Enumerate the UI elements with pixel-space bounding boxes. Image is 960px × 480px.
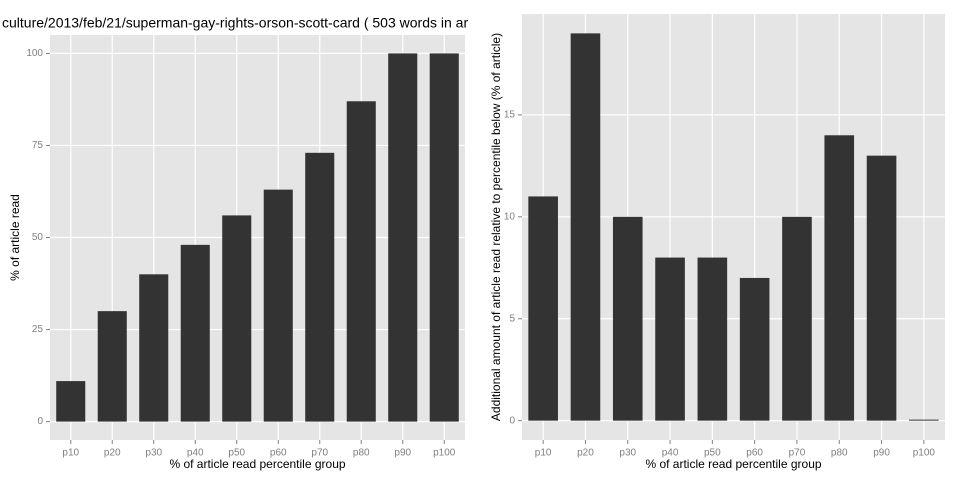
y-tick-label: 0 bbox=[37, 416, 43, 427]
bar bbox=[782, 216, 812, 421]
x-tick-label: p50 bbox=[228, 448, 245, 459]
y-axis-title: Additional amount of article read relati… bbox=[489, 33, 503, 421]
bar bbox=[429, 53, 459, 422]
bar bbox=[346, 101, 376, 422]
x-tick-label: p30 bbox=[619, 448, 636, 459]
bar bbox=[528, 196, 558, 421]
x-tick-label: p50 bbox=[704, 448, 721, 459]
x-tick-label: p60 bbox=[746, 448, 763, 459]
y-tick-label: 75 bbox=[32, 140, 44, 151]
bar bbox=[305, 152, 335, 422]
x-tick-label: p10 bbox=[535, 448, 552, 459]
bar bbox=[222, 215, 252, 422]
y-tick-label: 15 bbox=[504, 110, 516, 121]
x-tick-label: p80 bbox=[831, 448, 848, 459]
bar bbox=[139, 274, 169, 422]
chart-title: culture/2013/feb/21/superman-gay-rights-… bbox=[2, 15, 468, 31]
x-tick-label: p90 bbox=[394, 448, 411, 459]
x-tick-label: p20 bbox=[104, 448, 121, 459]
bar bbox=[866, 155, 897, 421]
y-tick-label: 100 bbox=[26, 48, 43, 59]
x-axis-title: % of article read percentile group bbox=[169, 457, 345, 471]
bar bbox=[56, 381, 86, 422]
bar bbox=[655, 257, 685, 421]
x-tick-label: p100 bbox=[433, 448, 456, 459]
bar bbox=[739, 277, 770, 421]
y-tick-label: 0 bbox=[509, 415, 515, 426]
y-tick-label: 10 bbox=[504, 211, 516, 222]
bar bbox=[180, 244, 210, 422]
x-tick-label: p90 bbox=[873, 448, 890, 459]
bar bbox=[824, 135, 855, 421]
bar bbox=[612, 216, 643, 421]
bar bbox=[909, 419, 939, 421]
x-tick-label: p30 bbox=[145, 448, 162, 459]
y-tick-label: 50 bbox=[32, 232, 44, 243]
bar bbox=[263, 189, 293, 422]
x-tick-label: p40 bbox=[662, 448, 679, 459]
bar bbox=[570, 33, 601, 421]
bar bbox=[388, 53, 418, 422]
bar bbox=[97, 311, 127, 422]
x-tick-label: p10 bbox=[62, 448, 79, 459]
x-tick-label: p20 bbox=[577, 448, 594, 459]
x-tick-label: p70 bbox=[311, 448, 328, 459]
x-tick-label: p70 bbox=[789, 448, 806, 459]
x-tick-label: p80 bbox=[353, 448, 370, 459]
x-tick-label: p40 bbox=[187, 448, 204, 459]
bar bbox=[697, 257, 728, 421]
x-tick-label: p100 bbox=[913, 448, 936, 459]
x-tick-label: p60 bbox=[270, 448, 287, 459]
y-tick-label: 5 bbox=[509, 313, 515, 324]
x-axis-title: % of article read percentile group bbox=[645, 457, 821, 471]
y-axis-title: % of article read bbox=[8, 194, 22, 281]
y-tick-label: 25 bbox=[32, 324, 44, 335]
